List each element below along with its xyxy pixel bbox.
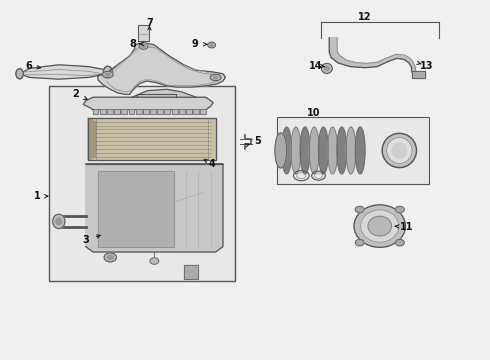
Ellipse shape bbox=[355, 127, 365, 174]
Ellipse shape bbox=[337, 127, 346, 174]
Bar bbox=[88, 118, 216, 160]
Text: 6: 6 bbox=[25, 61, 32, 71]
Ellipse shape bbox=[355, 206, 364, 213]
Text: 10: 10 bbox=[307, 108, 320, 118]
Ellipse shape bbox=[300, 127, 310, 174]
Ellipse shape bbox=[16, 69, 24, 79]
Text: 7: 7 bbox=[146, 18, 153, 28]
Bar bbox=[49, 86, 235, 281]
Ellipse shape bbox=[105, 73, 110, 76]
Text: 8: 8 bbox=[130, 39, 137, 49]
Text: 5: 5 bbox=[254, 136, 261, 147]
Bar bbox=[138, 25, 149, 41]
Bar bbox=[200, 110, 206, 114]
Polygon shape bbox=[98, 43, 225, 94]
Bar bbox=[179, 110, 185, 114]
Ellipse shape bbox=[291, 127, 301, 174]
Ellipse shape bbox=[354, 205, 406, 247]
Bar bbox=[412, 71, 425, 78]
Bar bbox=[128, 110, 134, 114]
Ellipse shape bbox=[210, 44, 214, 46]
Bar bbox=[114, 110, 120, 114]
Text: 4: 4 bbox=[208, 159, 215, 169]
Polygon shape bbox=[88, 118, 96, 160]
Ellipse shape bbox=[103, 66, 112, 78]
Ellipse shape bbox=[52, 214, 65, 229]
Ellipse shape bbox=[361, 210, 399, 242]
Ellipse shape bbox=[368, 216, 392, 236]
Bar bbox=[277, 117, 429, 184]
Text: 1: 1 bbox=[34, 191, 41, 201]
Ellipse shape bbox=[56, 218, 62, 225]
Polygon shape bbox=[83, 97, 213, 110]
Ellipse shape bbox=[150, 258, 159, 264]
Bar bbox=[184, 265, 198, 279]
Bar bbox=[412, 71, 425, 78]
Ellipse shape bbox=[318, 127, 328, 174]
Ellipse shape bbox=[102, 71, 113, 78]
Ellipse shape bbox=[139, 43, 148, 49]
Polygon shape bbox=[20, 65, 108, 79]
Ellipse shape bbox=[395, 239, 404, 246]
Text: 14: 14 bbox=[309, 60, 323, 71]
Bar bbox=[150, 110, 156, 114]
Ellipse shape bbox=[382, 134, 416, 168]
Ellipse shape bbox=[387, 138, 412, 163]
Bar bbox=[184, 265, 198, 279]
Bar bbox=[165, 110, 171, 114]
Bar bbox=[88, 118, 216, 160]
Ellipse shape bbox=[309, 127, 319, 174]
Bar bbox=[98, 171, 174, 247]
Ellipse shape bbox=[346, 127, 356, 174]
Text: 9: 9 bbox=[192, 39, 198, 49]
Ellipse shape bbox=[275, 133, 287, 168]
Polygon shape bbox=[329, 38, 416, 72]
Bar bbox=[100, 110, 106, 114]
Bar bbox=[136, 110, 142, 114]
Ellipse shape bbox=[392, 143, 407, 158]
Text: 11: 11 bbox=[400, 222, 414, 232]
Bar bbox=[172, 110, 177, 114]
Ellipse shape bbox=[282, 127, 292, 174]
Bar bbox=[157, 110, 163, 114]
Bar bbox=[93, 110, 98, 114]
Bar bbox=[107, 110, 113, 114]
Text: 12: 12 bbox=[358, 12, 372, 22]
Polygon shape bbox=[86, 164, 223, 252]
Bar bbox=[143, 110, 149, 114]
Bar bbox=[193, 110, 199, 114]
Ellipse shape bbox=[321, 63, 332, 73]
Ellipse shape bbox=[208, 42, 216, 48]
Bar bbox=[98, 171, 174, 247]
Bar bbox=[186, 110, 192, 114]
Text: 2: 2 bbox=[73, 89, 79, 99]
Bar bbox=[138, 25, 149, 41]
Ellipse shape bbox=[142, 45, 146, 48]
Ellipse shape bbox=[328, 127, 338, 174]
Ellipse shape bbox=[104, 253, 117, 262]
Text: 3: 3 bbox=[82, 235, 89, 246]
Ellipse shape bbox=[395, 206, 404, 213]
Ellipse shape bbox=[213, 76, 218, 79]
Text: 13: 13 bbox=[419, 60, 433, 71]
Bar bbox=[122, 110, 127, 114]
Ellipse shape bbox=[324, 66, 329, 71]
Ellipse shape bbox=[355, 239, 364, 246]
Ellipse shape bbox=[107, 255, 113, 260]
Ellipse shape bbox=[210, 74, 221, 81]
